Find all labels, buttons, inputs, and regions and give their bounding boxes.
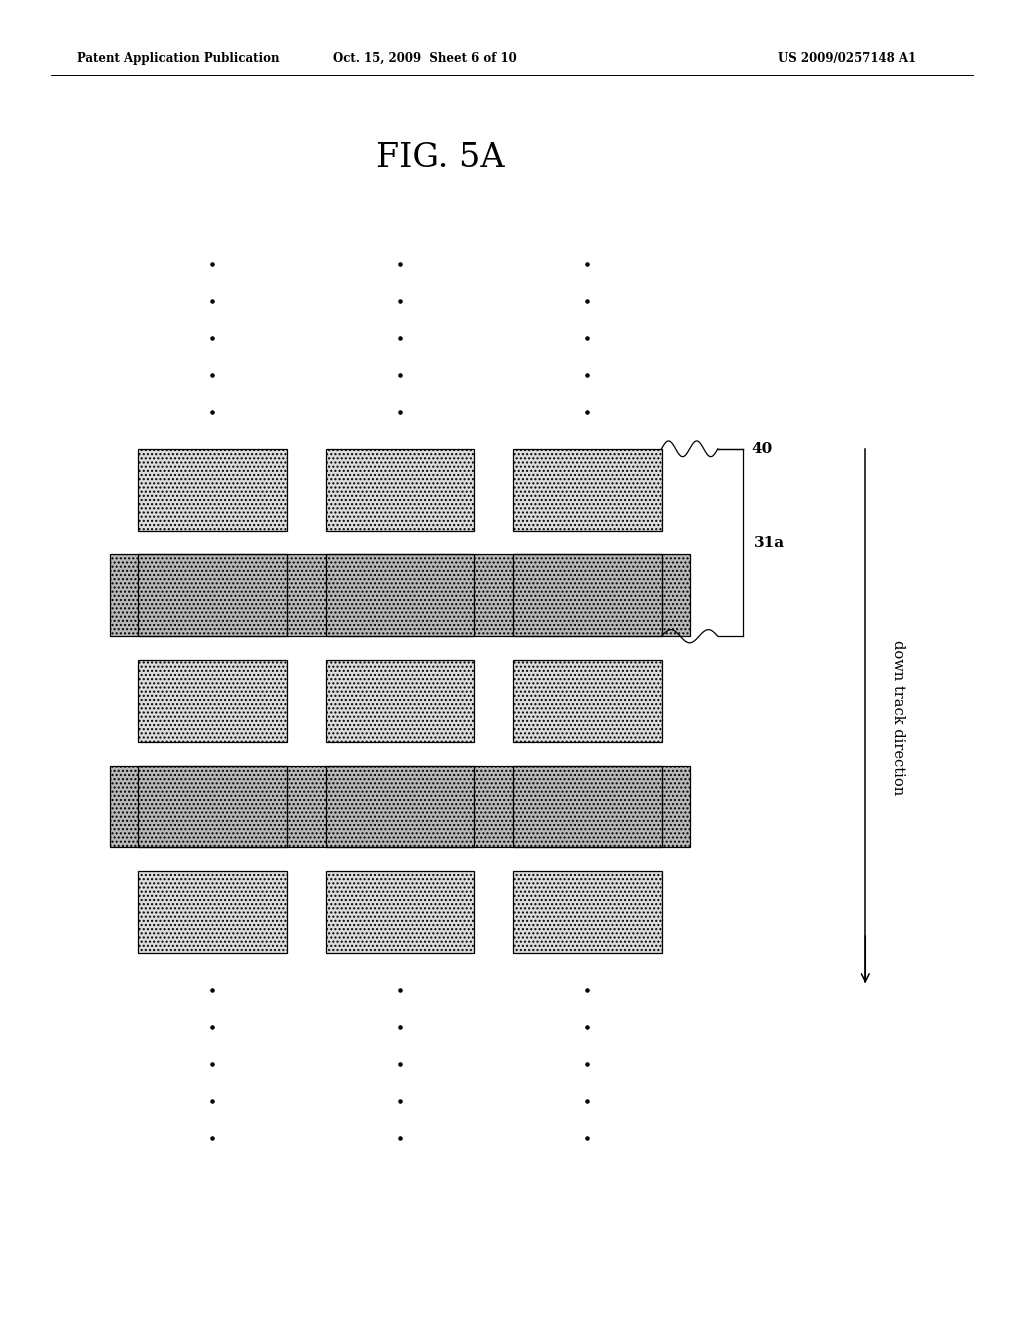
Bar [138,554,287,636]
Bar [138,871,287,953]
Bar [513,449,662,531]
Bar [110,554,690,636]
Text: Oct. 15, 2009  Sheet 6 of 10: Oct. 15, 2009 Sheet 6 of 10 [333,51,517,65]
Text: down track direction: down track direction [891,640,905,795]
Text: Patent Application Publication: Patent Application Publication [77,51,280,65]
Bar [513,554,662,636]
Text: 40: 40 [752,442,773,455]
Bar [110,766,690,847]
Text: US 2009/0257148 A1: US 2009/0257148 A1 [778,51,916,65]
Bar [326,554,474,636]
Bar [326,660,474,742]
Bar [326,766,474,847]
Bar [513,871,662,953]
Bar [138,660,287,742]
Bar [326,871,474,953]
Bar [513,660,662,742]
Text: FIG. 5A: FIG. 5A [376,143,505,174]
Text: 31a: 31a [754,536,784,549]
Bar [138,766,287,847]
Bar [513,766,662,847]
Bar [138,449,287,531]
Bar [326,449,474,531]
